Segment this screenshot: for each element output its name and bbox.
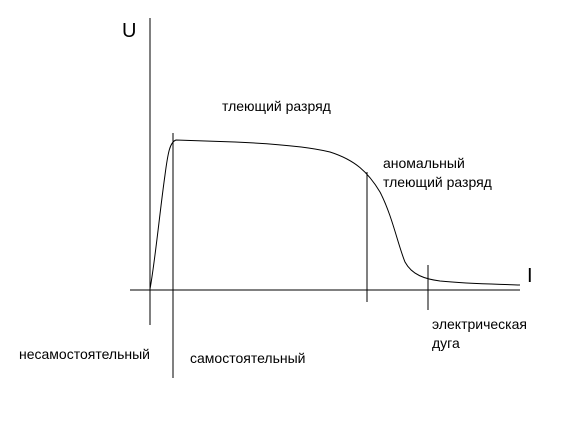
region-label-abnormal-line2: тлеющий разряд	[383, 174, 492, 190]
region-label-glow: тлеющий разряд	[222, 98, 331, 114]
region-label-non-self-sustained: несамостоятельный	[19, 346, 150, 362]
region-label-arc-line1: электрическая	[432, 316, 527, 332]
region-label-abnormal-line1: аномальный	[383, 155, 465, 171]
voltage-current-curve	[149, 139, 521, 290]
x-axis-label: I	[527, 265, 533, 287]
region-label-self-sustained: самостоятельный	[190, 350, 306, 366]
y-axis-label: U	[122, 20, 137, 42]
region-label-arc-line2: дуга	[432, 335, 460, 351]
